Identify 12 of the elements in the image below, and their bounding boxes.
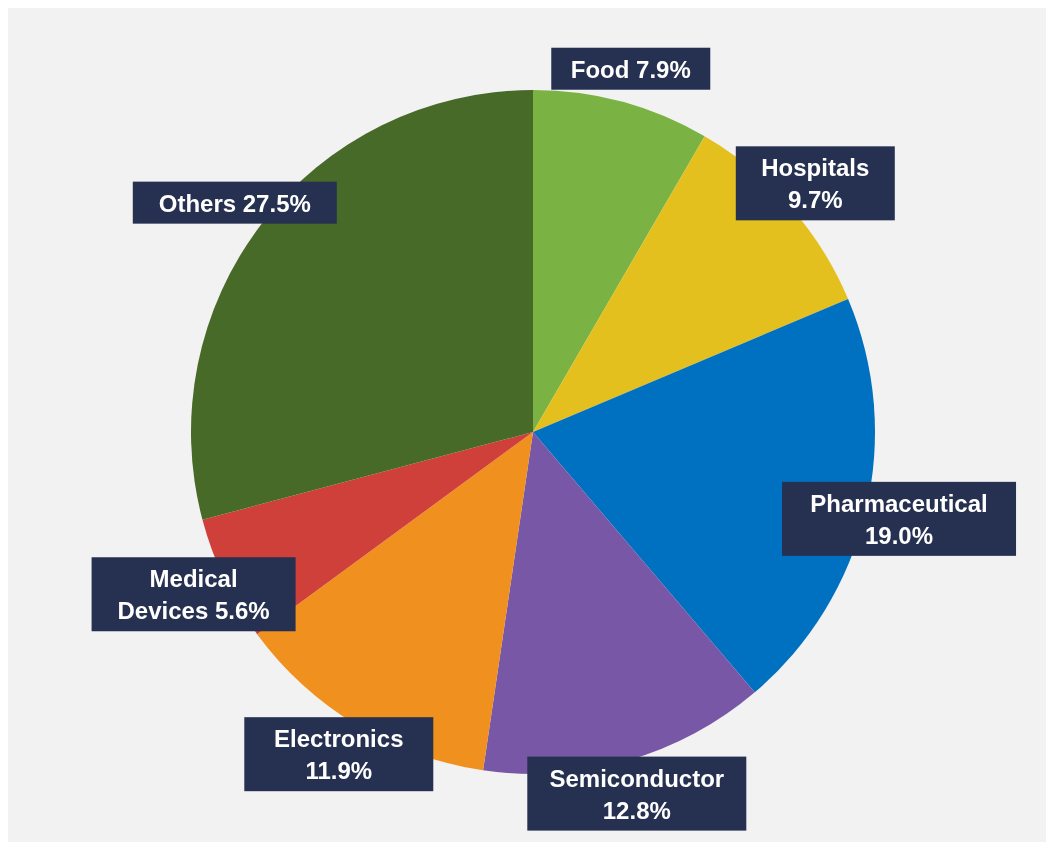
data-label: 12.8%: [602, 796, 671, 824]
slice-label: Electronics: [274, 724, 404, 752]
slice-label: Hospitals: [761, 153, 870, 181]
slice-label: Medical Devices 5.6%: [117, 564, 270, 624]
slice-label: Pharmaceutical: [810, 489, 988, 517]
slice-label: Food 7.9%: [570, 55, 691, 83]
slice-label: Semiconductor: [549, 764, 725, 792]
data-label: 11.9%: [305, 756, 373, 784]
slice-label: Others 27.5%: [158, 189, 311, 217]
pie-slice: [533, 90, 705, 432]
data-label: 9.7%: [787, 185, 843, 213]
data-label: 19.0%: [865, 521, 934, 549]
